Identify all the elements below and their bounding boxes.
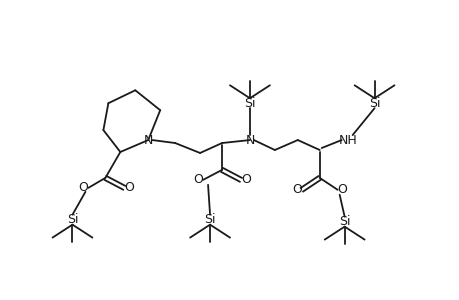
Text: Si: Si [67,213,78,226]
Text: N: N [245,134,254,146]
Text: Si: Si [368,97,380,110]
Text: O: O [241,173,250,186]
Text: NH: NH [337,134,356,146]
Text: O: O [78,181,88,194]
Text: Si: Si [338,215,350,228]
Text: Si: Si [204,213,215,226]
Text: O: O [193,173,202,186]
Text: O: O [291,183,301,196]
Text: Si: Si [244,97,255,110]
Text: N: N [143,134,152,146]
Text: O: O [337,183,347,196]
Text: O: O [124,181,134,194]
